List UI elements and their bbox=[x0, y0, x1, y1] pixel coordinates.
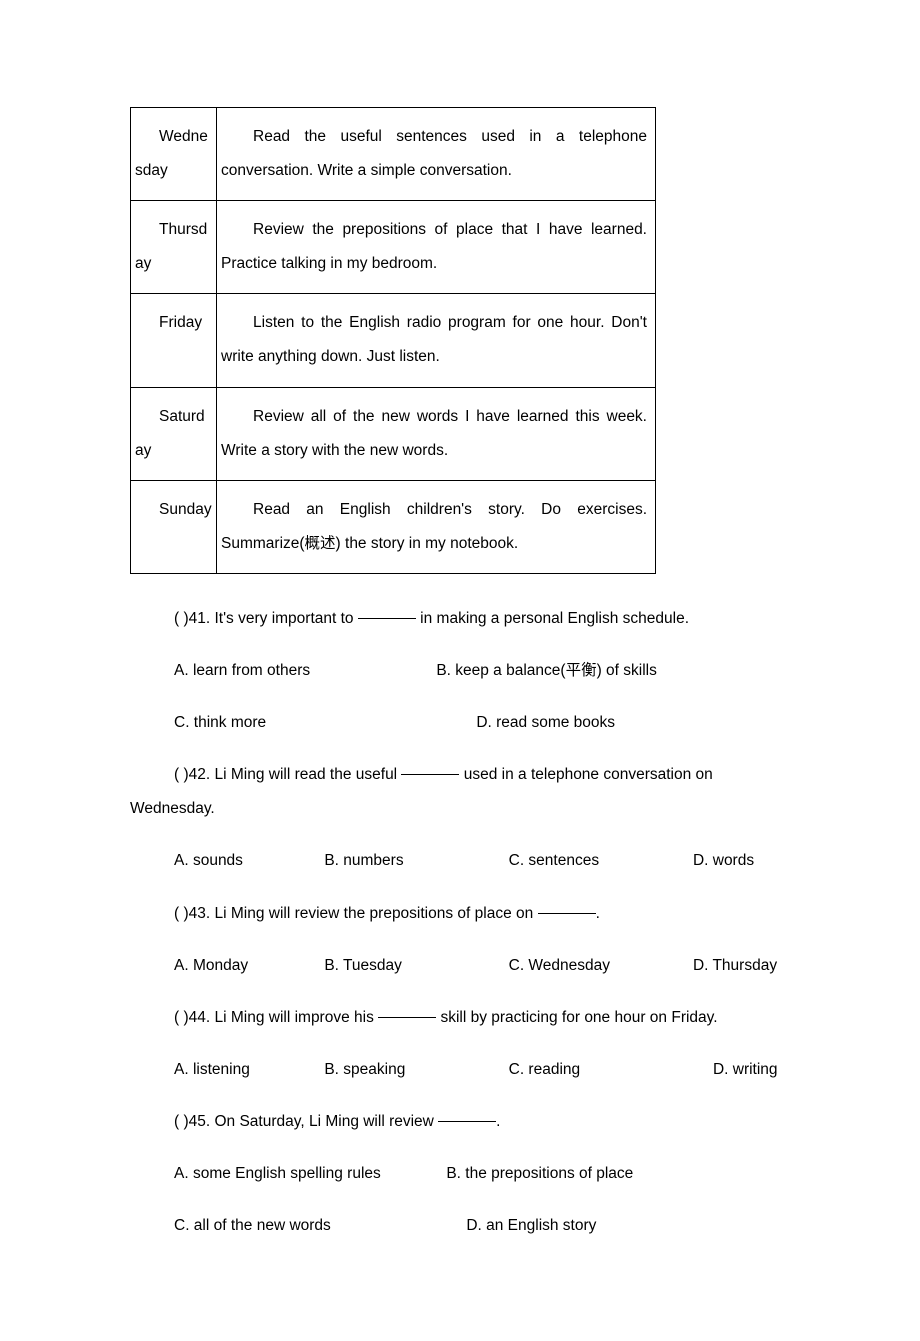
table-row: Thursday Review the prepositions of plac… bbox=[131, 201, 656, 294]
blank bbox=[358, 618, 416, 619]
question-43: ( )43. Li Ming will review the prepositi… bbox=[130, 897, 790, 931]
day-cell: Thursday bbox=[131, 201, 217, 294]
option-b: B. Tuesday bbox=[324, 949, 504, 983]
option-d: D. Thursday bbox=[693, 949, 777, 983]
option-b: B. numbers bbox=[324, 844, 504, 878]
blank bbox=[378, 1017, 436, 1018]
option-d: D. writing bbox=[713, 1053, 778, 1087]
options-43: A. Monday B. Tuesday C. Wednesday D. Thu… bbox=[130, 949, 790, 983]
option-a: A. learn from others bbox=[174, 654, 432, 688]
activity-cell: Review all of the new words I have learn… bbox=[217, 387, 656, 480]
option-a: A. sounds bbox=[174, 844, 320, 878]
blank bbox=[538, 913, 596, 914]
day-cell: Wednesday bbox=[131, 108, 217, 201]
table-row: Wednesday Read the useful sentences used… bbox=[131, 108, 656, 201]
options-45-row2: C. all of the new words D. an English st… bbox=[130, 1209, 790, 1243]
question-text-prefix: ( )41. It's very important to bbox=[174, 610, 358, 627]
day-cell: Friday bbox=[131, 294, 217, 387]
question-text-prefix: ( )42. Li Ming will read the useful bbox=[130, 766, 401, 783]
activity-cell: Read the useful sentences used in a tele… bbox=[217, 108, 656, 201]
question-text-suffix: in making a personal English schedule. bbox=[416, 610, 689, 627]
questions-block: ( )41. It's very important to in making … bbox=[130, 602, 790, 1243]
option-c: C. sentences bbox=[509, 844, 689, 878]
options-44: A. listening B. speaking C. reading D. w… bbox=[130, 1053, 790, 1087]
question-text-prefix: ( )43. Li Ming will review the prepositi… bbox=[174, 905, 538, 922]
question-text-prefix: ( )44. Li Ming will improve his bbox=[174, 1009, 378, 1026]
option-c: C. reading bbox=[509, 1053, 709, 1087]
table-row: Friday Listen to the English radio progr… bbox=[131, 294, 656, 387]
options-42: A. sounds B. numbers C. sentences D. wor… bbox=[130, 844, 790, 878]
schedule-table: Wednesday Read the useful sentences used… bbox=[130, 107, 656, 574]
question-45: ( )45. On Saturday, Li Ming will review … bbox=[130, 1105, 790, 1139]
option-d: D. an English story bbox=[466, 1209, 596, 1243]
option-d: D. read some books bbox=[476, 706, 615, 740]
options-45-row1: A. some English spelling rules B. the pr… bbox=[130, 1157, 790, 1191]
option-a: A. listening bbox=[174, 1053, 320, 1087]
question-42: ( )42. Li Ming will read the useful used… bbox=[130, 758, 790, 826]
option-b: B. the prepositions of place bbox=[446, 1157, 633, 1191]
option-c: C. all of the new words bbox=[174, 1209, 462, 1243]
options-41-row1: A. learn from others B. keep a balance(平… bbox=[130, 654, 790, 688]
activity-cell: Listen to the English radio program for … bbox=[217, 294, 656, 387]
question-text-suffix: skill by practicing for one hour on Frid… bbox=[436, 1009, 717, 1026]
option-c: C. think more bbox=[174, 706, 472, 740]
option-a: A. Monday bbox=[174, 949, 320, 983]
activity-cell: Read an English children's story. Do exe… bbox=[217, 480, 656, 573]
blank bbox=[438, 1121, 496, 1122]
question-text-suffix: . bbox=[596, 905, 600, 922]
option-b: B. keep a balance(平衡) of skills bbox=[436, 654, 657, 688]
options-41-row2: C. think more D. read some books bbox=[130, 706, 790, 740]
blank bbox=[401, 774, 459, 775]
option-c: C. Wednesday bbox=[509, 949, 689, 983]
question-text-suffix: . bbox=[496, 1113, 500, 1130]
option-d: D. words bbox=[693, 844, 754, 878]
day-cell: Sunday bbox=[131, 480, 217, 573]
question-41: ( )41. It's very important to in making … bbox=[130, 602, 790, 636]
option-b: B. speaking bbox=[324, 1053, 504, 1087]
option-a: A. some English spelling rules bbox=[174, 1157, 442, 1191]
table-row: Saturday Review all of the new words I h… bbox=[131, 387, 656, 480]
activity-cell: Review the prepositions of place that I … bbox=[217, 201, 656, 294]
table-row: Sunday Read an English children's story.… bbox=[131, 480, 656, 573]
day-cell: Saturday bbox=[131, 387, 217, 480]
question-44: ( )44. Li Ming will improve his skill by… bbox=[130, 1001, 790, 1035]
question-text-prefix: ( )45. On Saturday, Li Ming will review bbox=[174, 1113, 438, 1130]
